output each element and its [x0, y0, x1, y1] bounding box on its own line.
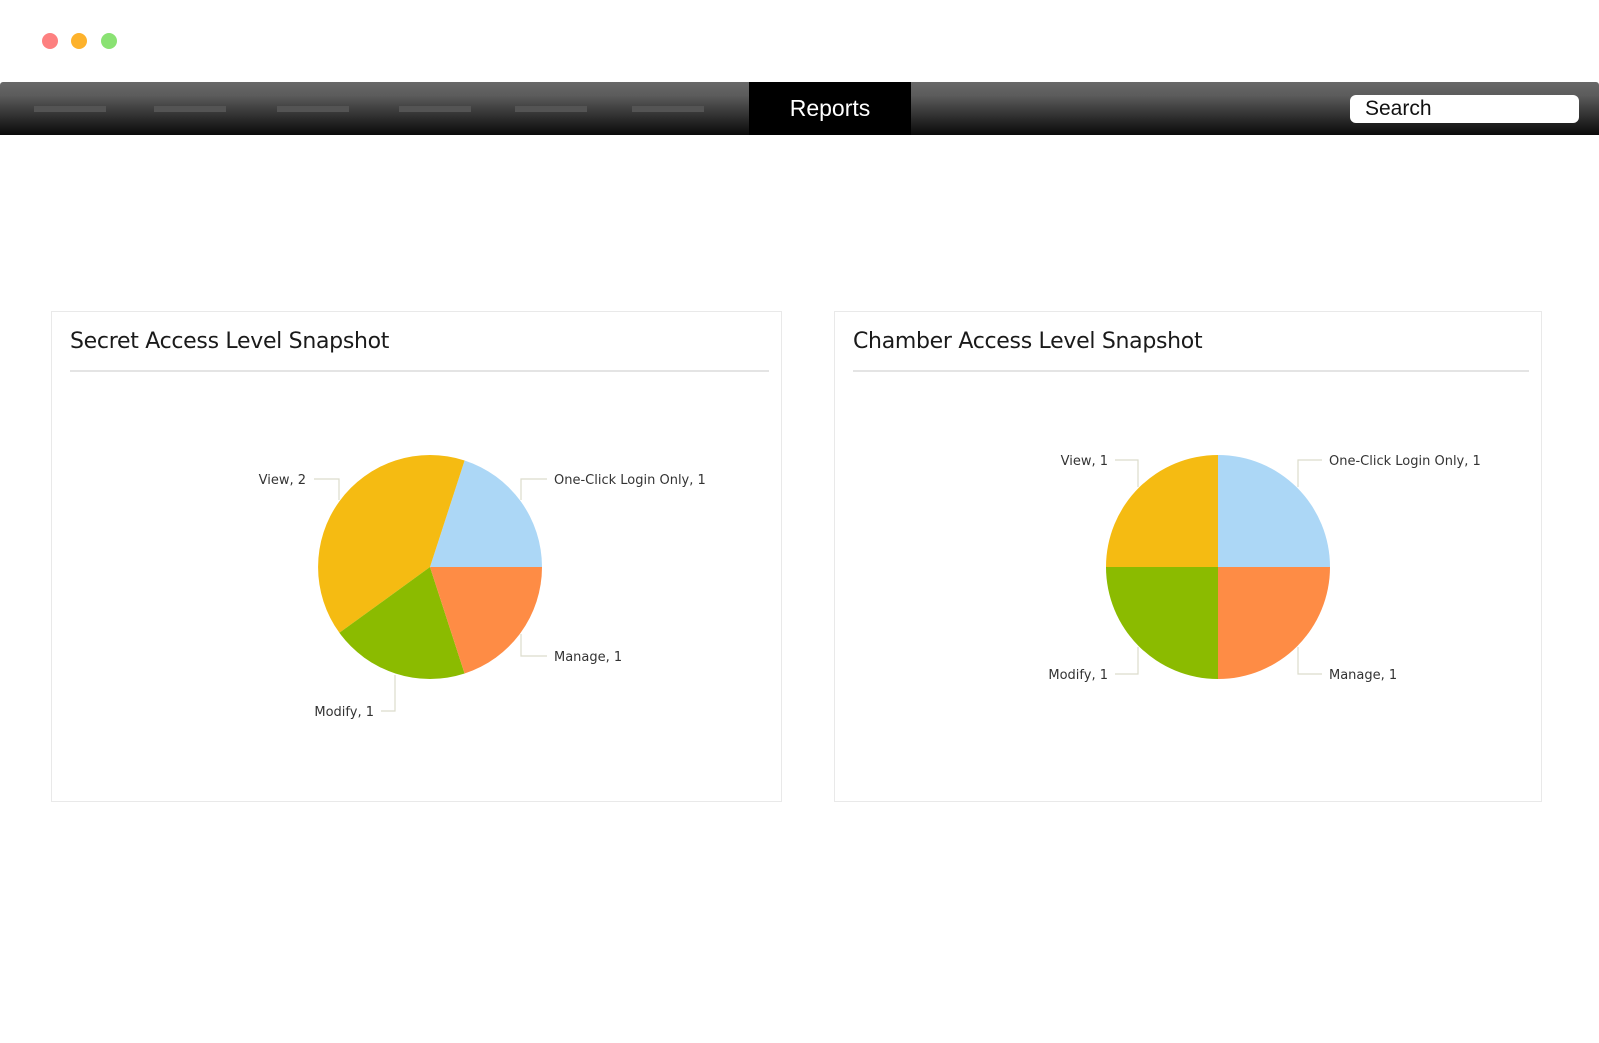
label-one-click: One-Click Login Only, 1: [554, 473, 706, 488]
panel-title: Chamber Access Level Snapshot: [853, 329, 1203, 354]
pie-slice-view[interactable]: [318, 455, 465, 633]
label-manage: Manage, 1: [554, 650, 622, 665]
leader-line-one-click: [1297, 459, 1322, 487]
window-close-button[interactable]: [42, 33, 58, 49]
nav-item-placeholder-3[interactable]: [277, 106, 349, 112]
label-view: View, 1: [1061, 454, 1108, 469]
pie-slice-one-click[interactable]: [1218, 455, 1330, 567]
nav-item-placeholder-5[interactable]: [515, 106, 587, 112]
chamber-access-pie-chart: One-Click Login Only, 1 View, 1 Manage, …: [1048, 454, 1481, 683]
leader-line-view: [1115, 459, 1139, 487]
leader-line-view: [314, 478, 340, 500]
label-modify: Modify, 1: [1048, 668, 1108, 683]
label-one-click: One-Click Login Only, 1: [1329, 454, 1481, 469]
label-manage: Manage, 1: [1329, 668, 1397, 683]
label-modify: Modify, 1: [314, 705, 374, 720]
label-view: View, 2: [259, 473, 306, 488]
nav-item-placeholder-1[interactable]: [34, 106, 106, 112]
window-maximize-button[interactable]: [101, 33, 117, 49]
pie-slice-manage[interactable]: [430, 567, 542, 674]
panel-title: Secret Access Level Snapshot: [70, 329, 390, 354]
leader-line-modify: [1115, 647, 1139, 675]
pie-slice-view[interactable]: [1106, 455, 1218, 567]
pie-slice-manage[interactable]: [1218, 567, 1330, 679]
title-divider: [853, 370, 1529, 372]
nav-item-placeholder-4[interactable]: [399, 106, 471, 112]
nav-item-placeholder-6[interactable]: [632, 106, 704, 112]
leader-line-one-click: [520, 478, 547, 500]
leader-line-modify: [381, 675, 396, 712]
leader-line-manage: [520, 634, 547, 657]
pie-slice-modify[interactable]: [339, 567, 465, 679]
pie-slice-one-click[interactable]: [430, 460, 542, 568]
top-navbar: Reports Search: [0, 82, 1599, 135]
pie-slice-modify[interactable]: [1106, 567, 1218, 679]
chamber-access-panel: Chamber Access Level Snapshot One-Click …: [834, 311, 1542, 802]
leader-line-manage: [1297, 647, 1322, 675]
secret-access-panel: Secret Access Level Snapshot One-Click L…: [51, 311, 782, 802]
secret-access-pie-chart: One-Click Login Only, 1 View, 2 Manage, …: [259, 455, 706, 720]
window-minimize-button[interactable]: [71, 33, 87, 49]
title-divider: [70, 370, 769, 372]
search-input[interactable]: Search: [1350, 95, 1579, 123]
nav-tab-reports[interactable]: Reports: [749, 82, 911, 135]
nav-item-placeholder-2[interactable]: [154, 106, 226, 112]
